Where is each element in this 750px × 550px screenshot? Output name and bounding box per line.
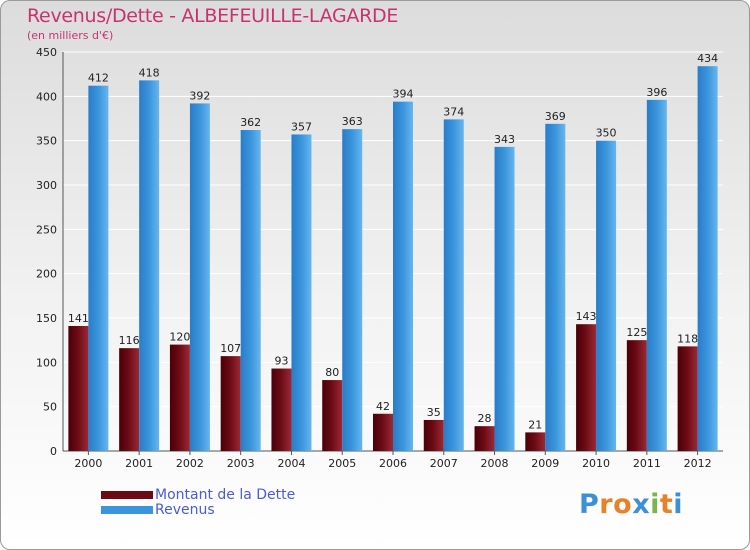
data-label-revenus: 374 — [443, 105, 464, 118]
data-label-revenus: 362 — [240, 116, 261, 129]
data-label-dette: 116 — [119, 334, 140, 347]
x-tick-label: 2005 — [328, 457, 356, 470]
x-tick-label: 2010 — [582, 457, 610, 470]
y-tick-label: 250 — [36, 223, 57, 236]
data-label-dette: 21 — [528, 418, 542, 431]
legend-label-revenus: Revenus — [155, 502, 215, 518]
bar-revenus — [88, 85, 109, 452]
data-label-dette: 118 — [677, 332, 698, 345]
x-tick-label: 2001 — [125, 457, 153, 470]
bar-dette — [626, 340, 647, 451]
data-label-dette: 107 — [220, 342, 241, 355]
bar-revenus — [697, 66, 718, 451]
chart-subtitle: (en milliers d'€) — [27, 29, 114, 42]
bar-dette — [68, 325, 89, 451]
x-tick-label: 2012 — [684, 457, 712, 470]
x-tick-label: 2007 — [430, 457, 458, 470]
data-label-revenus: 394 — [393, 88, 414, 101]
logo-letter: i — [673, 489, 684, 520]
y-tick-label: 350 — [36, 135, 57, 148]
legend-swatch-dette — [101, 491, 153, 499]
x-tick-label: 2008 — [481, 457, 509, 470]
bar-dette — [220, 356, 241, 451]
bar-revenus — [494, 146, 515, 451]
y-tick-label: 300 — [36, 179, 57, 192]
bar-dette — [322, 380, 343, 451]
logo-letter: P — [579, 489, 600, 520]
logo-letter: i — [650, 489, 660, 520]
x-tick-label: 2011 — [633, 457, 661, 470]
y-tick-label: 0 — [50, 445, 57, 458]
x-tick-label: 2009 — [531, 457, 559, 470]
data-label-dette: 93 — [274, 355, 288, 368]
data-label-dette: 143 — [576, 310, 597, 323]
data-label-dette: 141 — [68, 312, 89, 325]
data-label-dette: 80 — [325, 366, 339, 379]
logo-letter: t — [659, 489, 674, 520]
logo-letter: r — [599, 489, 614, 520]
x-tick-label: 2004 — [277, 457, 305, 470]
data-label-dette: 28 — [478, 412, 492, 425]
bar-dette — [576, 324, 597, 451]
logo-letter: o — [613, 489, 633, 520]
bar-revenus — [240, 130, 261, 451]
y-tick-label: 50 — [43, 401, 57, 414]
data-label-dette: 120 — [169, 331, 190, 344]
x-tick-label: 2006 — [379, 457, 407, 470]
data-label-dette: 125 — [626, 326, 647, 339]
bar-dette — [677, 346, 698, 451]
data-label-revenus: 412 — [88, 72, 109, 85]
data-label-revenus: 396 — [646, 86, 667, 99]
y-tick-label: 450 — [36, 46, 57, 59]
legend-item-revenus: Revenus — [101, 502, 215, 518]
chart-title: Revenus/Dette - ALBEFEUILLE-LAGARDE — [27, 5, 399, 27]
data-label-revenus: 343 — [494, 133, 515, 146]
bar-revenus — [393, 101, 413, 452]
data-label-revenus: 418 — [139, 66, 160, 79]
bar-revenus — [443, 119, 464, 452]
data-label-dette: 42 — [376, 400, 390, 413]
legend-item-dette: Montant de la Dette — [101, 487, 295, 503]
bar-revenus — [139, 80, 160, 451]
data-label-revenus: 369 — [545, 110, 566, 123]
y-tick-label: 100 — [36, 356, 57, 369]
y-tick-label: 150 — [36, 312, 57, 325]
data-label-revenus: 434 — [697, 52, 718, 65]
bar-revenus — [291, 134, 312, 451]
bar-revenus — [646, 99, 667, 451]
bar-dette — [119, 348, 140, 451]
y-tick-label: 400 — [36, 90, 57, 103]
bar-dette — [271, 368, 292, 451]
data-label-dette: 35 — [427, 406, 441, 419]
proxiti-logo: Proxiti — [579, 489, 683, 520]
data-label-revenus: 392 — [189, 89, 210, 102]
bar-dette — [525, 432, 546, 451]
bar-revenus — [545, 123, 566, 451]
bar-dette — [373, 413, 393, 451]
data-label-revenus: 363 — [342, 115, 363, 128]
bar-revenus — [342, 129, 363, 451]
logo-letter: x — [632, 489, 651, 520]
x-tick-label: 2000 — [74, 457, 102, 470]
data-label-revenus: 357 — [291, 120, 312, 133]
y-tick-label: 200 — [36, 268, 57, 281]
bar-revenus — [189, 103, 210, 451]
x-tick-label: 2002 — [176, 457, 204, 470]
data-label-revenus: 350 — [596, 127, 617, 140]
x-tick-label: 2003 — [227, 457, 255, 470]
legend-swatch-revenus — [101, 506, 153, 514]
bar-dette — [169, 344, 190, 451]
bar-dette — [474, 426, 495, 451]
legend-label-dette: Montant de la Dette — [155, 487, 296, 503]
bar-dette — [423, 419, 444, 451]
bar-revenus — [596, 140, 617, 451]
